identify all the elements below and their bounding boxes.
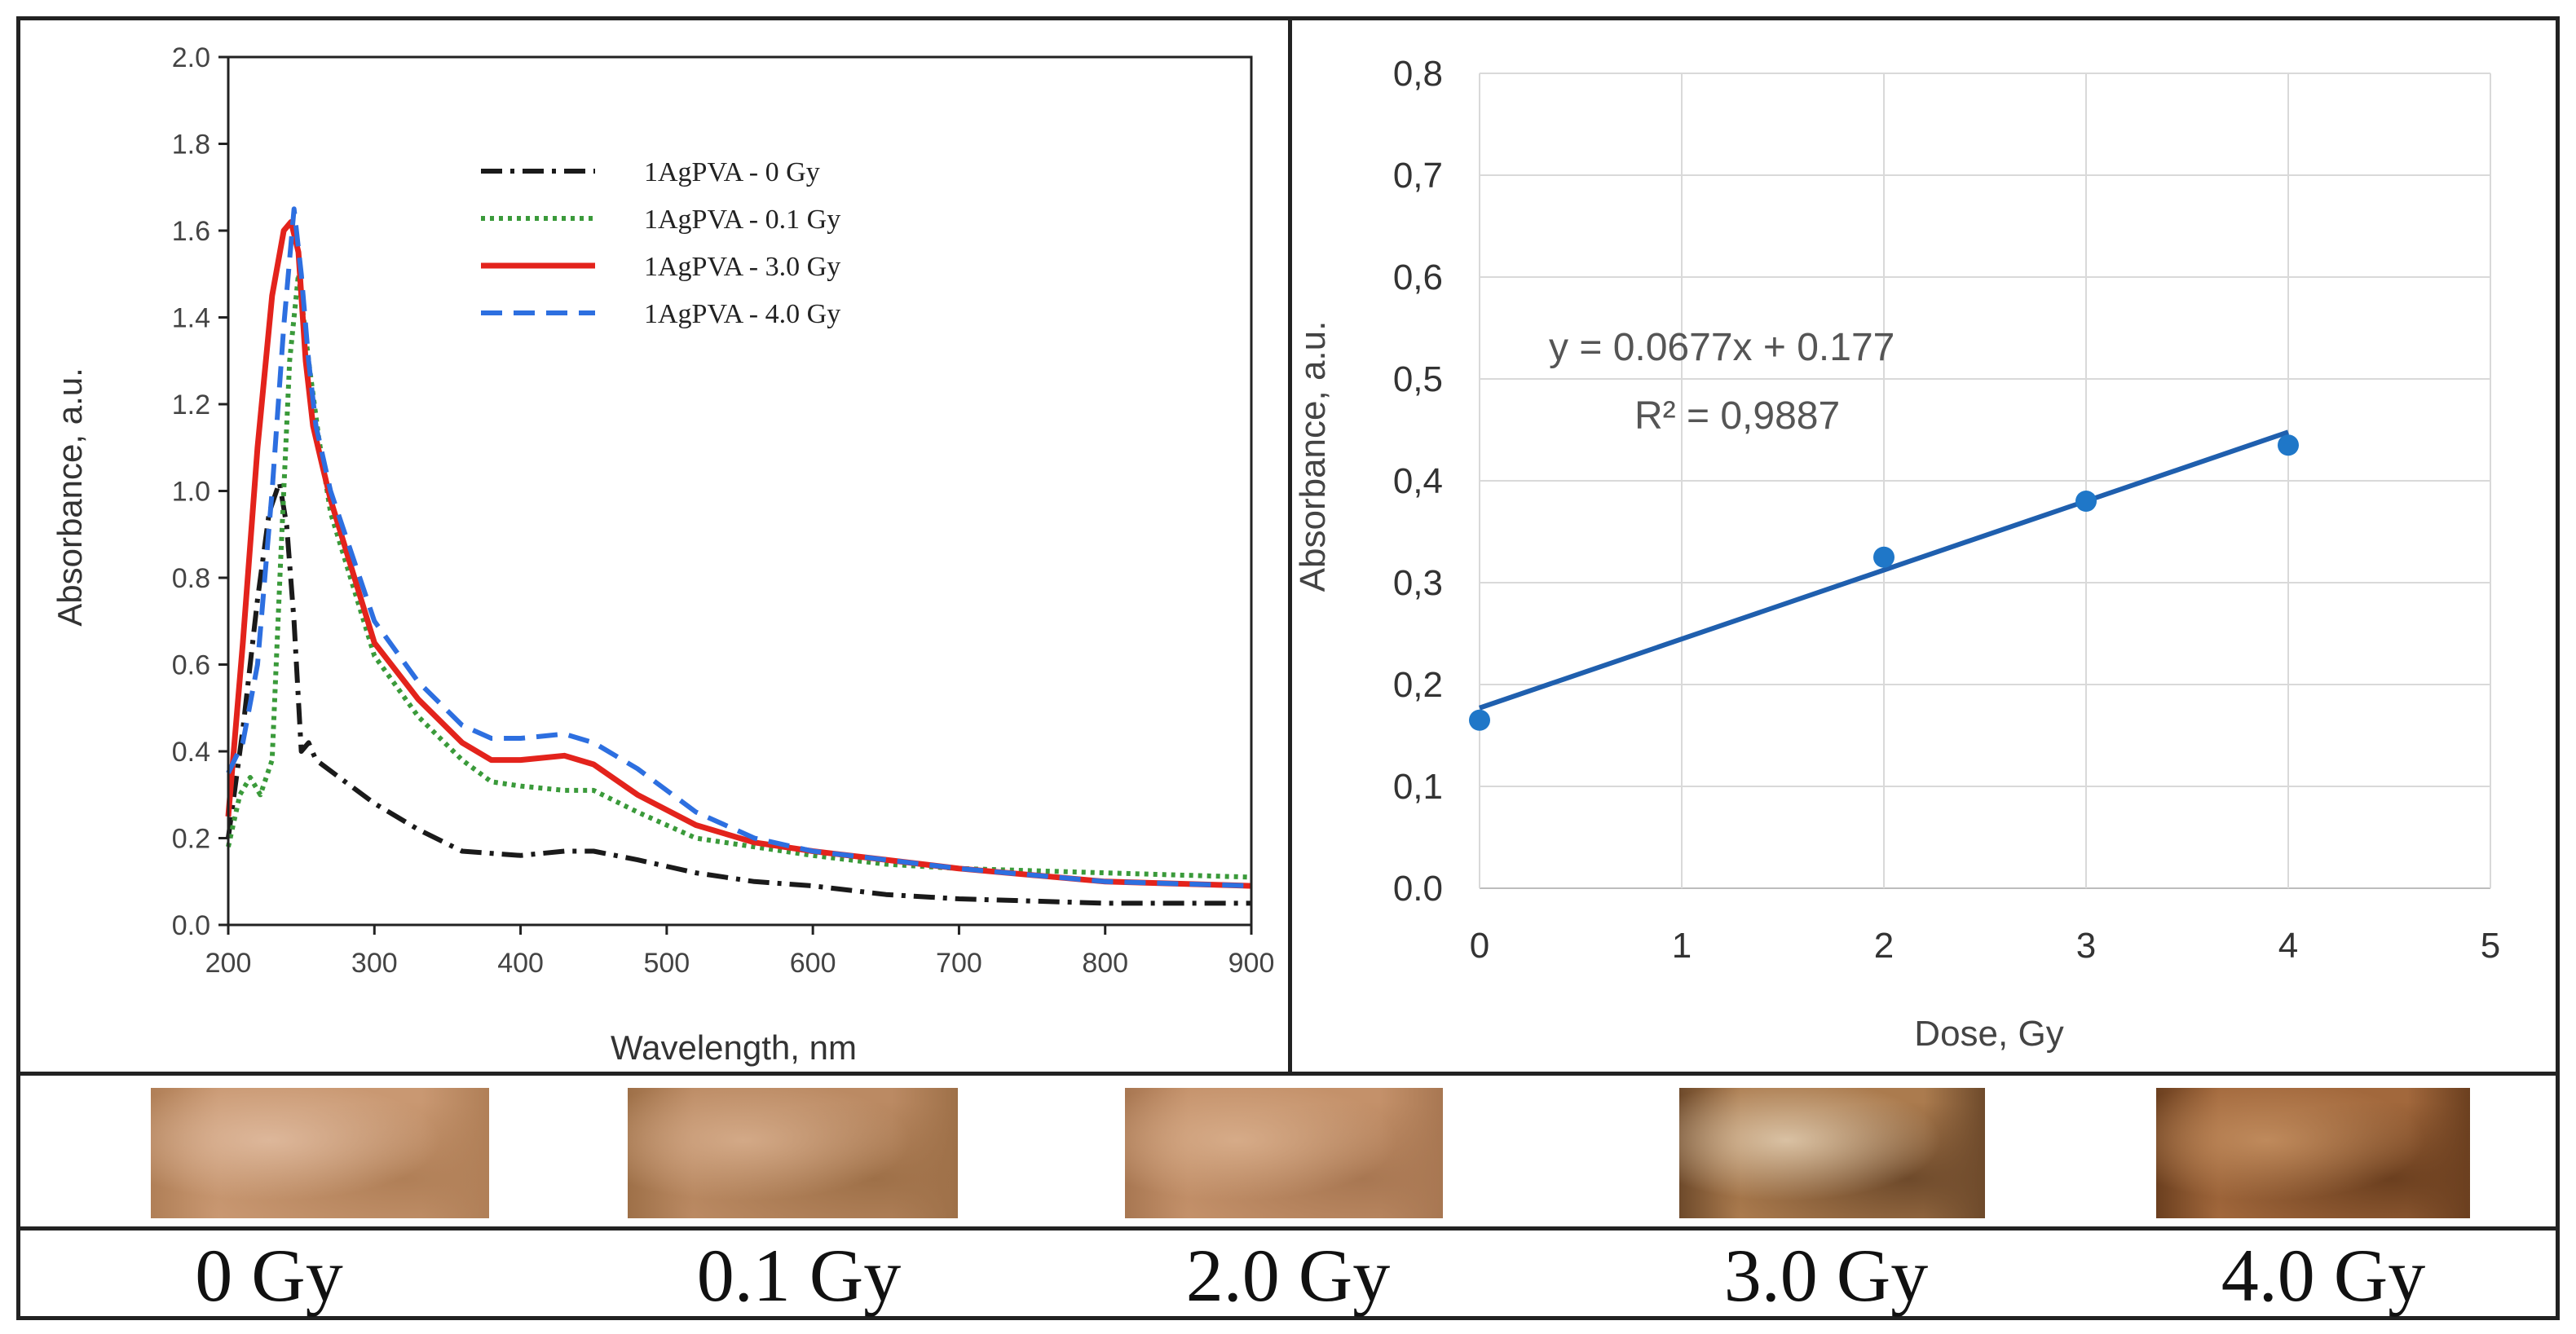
sample-photo-0gy [151,1088,489,1218]
dose-y-tick-label: 0.0 [1393,869,1443,909]
spectrum-y-tick-label: 1.2 [172,390,210,420]
spectrum-x-tick-label: 200 [205,948,252,979]
spectrum-y-tick-label: 0.8 [172,563,210,594]
label-strip-frame [16,1226,2560,1320]
trendline [1479,429,2289,711]
spectrum-x-tick-label: 600 [790,948,836,979]
dose-x-tick-label: 0 [1470,926,1489,966]
dose-data-point [1873,546,1895,568]
spectrum-legend: 1AgPVA - 0 Gy 1AgPVA - 0.1 Gy 1AgPVA - 3.0… [481,157,840,329]
dose-data-point [2278,434,2299,456]
dose-label-0-1gy: 0.1 Gy [696,1234,902,1317]
spectrum-series-line-3 [226,206,1252,889]
sample-photo-4-0gy [2156,1088,2470,1218]
dose-y-tick-label: 0,3 [1393,563,1443,603]
spectrum-x-tick-label: 800 [1082,948,1128,979]
dose-x-axis-label: Dose, Gy [1914,1014,2063,1054]
dose-label-2-0gy: 2.0 Gy [1185,1234,1391,1317]
spectrum-y-tick-label: 0.4 [172,737,210,768]
spectrum-y-tick-label: 1.8 [172,130,210,161]
legend-entry-2: 1AgPVA - 3.0 Gy [644,252,840,282]
spectrum-y-tick-label: 1.0 [172,477,210,508]
spectrum-y-tick-label: 2.0 [172,42,210,73]
dose-panel-frame [1288,16,2560,1076]
spectrum-y-tick-label: 0.0 [172,910,210,941]
dose-x-tick-label: 5 [2481,926,2500,966]
dose-data-point [1469,709,1490,731]
spectrum-chart: 200 300 400 500 600 700 800 900 0.0 0.2 0.4 0.6 0.8 1… [51,42,1275,1067]
spectrum-y-tick-label: 1.4 [172,303,210,334]
dose-y-tick-label: 0,1 [1393,767,1443,807]
dose-y-tick-label: 0,4 [1393,461,1443,501]
dose-x-tick-label: 3 [2076,926,2096,966]
dose-label-0gy: 0 Gy [195,1234,343,1317]
sample-photo-2-0gy [1125,1088,1443,1218]
spectrum-x-tick-label: 900 [1228,948,1275,979]
spectrum-x-tick-label: 300 [351,948,398,979]
legend-entry-3: 1AgPVA - 4.0 Gy [644,299,840,329]
spectrum-plot-area [227,55,1253,927]
dose-data-point [2075,491,2097,512]
dose-x-tick-label: 1 [1672,926,1692,966]
dose-y-axis-label: Absorbance, a.u. [1293,321,1333,592]
dose-label-4-0gy: 4.0 Gy [2221,1234,2426,1317]
dose-y-tick-label: 0,2 [1393,665,1443,705]
legend-entry-0: 1AgPVA - 0 Gy [644,157,820,187]
r-squared-label: R² = 0,9887 [1634,394,1840,438]
spectrum-x-tick-label: 400 [497,948,544,979]
dose-y-tick-label: 0,5 [1393,359,1443,399]
spectrum-y-tick-label: 0.2 [172,824,210,855]
spectrum-y-tick-label: 1.6 [172,216,210,247]
spectrum-x-axis-label: Wavelength, nm [611,1028,857,1067]
spectrum-y-tick-label: 0.6 [172,650,210,681]
spectrum-x-tick-label: 500 [643,948,690,979]
sample-photo-0-1gy [628,1088,958,1218]
legend-entry-1: 1AgPVA - 0.1 Gy [644,205,840,235]
dose-y-tick-label: 0,6 [1393,258,1443,297]
sample-photo-3-0gy [1679,1088,1985,1218]
dose-chart: 0.0 0,1 0,2 0,3 0,4 0,5 0,6 0,7 0,8 0 1 2 3 4 5 y = 0.… [1293,54,2500,1054]
spectrum-x-tick-label: 700 [936,948,982,979]
dose-y-tick-label: 0,7 [1393,156,1443,196]
spectrum-series-line-1 [226,271,1252,880]
spectrum-y-axis-label: Absorbance, a.u. [51,368,89,627]
dose-x-tick-label: 4 [2278,926,2298,966]
dose-x-tick-label: 2 [1874,926,1894,966]
dose-y-tick-label: 0,8 [1393,54,1443,94]
dose-label-3-0gy: 3.0 Gy [1723,1234,1929,1317]
trendline-equation: y = 0.0677x + 0.177 [1549,326,1895,369]
